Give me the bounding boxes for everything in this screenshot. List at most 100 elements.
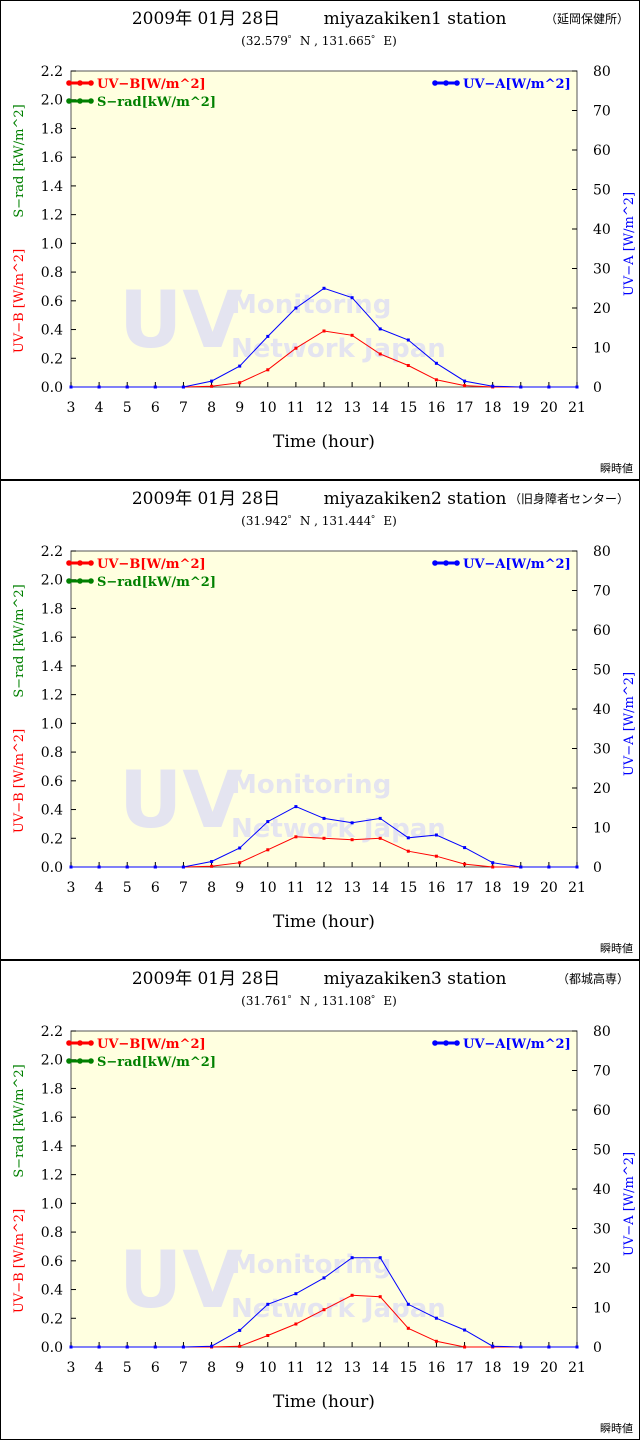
y-left-tick-label: 1.2: [41, 208, 63, 224]
legend-marker: [77, 98, 83, 104]
legend-marker: [77, 560, 83, 566]
legend-marker: [66, 1058, 72, 1064]
x-tick-label: 16: [428, 1360, 446, 1376]
data-point: [97, 865, 101, 869]
data-point: [350, 838, 354, 842]
x-tick-label: 21: [568, 400, 586, 416]
data-point: [575, 1345, 579, 1349]
x-tick-label: 3: [67, 880, 76, 896]
legend-marker: [77, 1058, 83, 1064]
y-right-tick-label: 30: [593, 742, 611, 758]
y-left-tick-label: 2.0: [41, 573, 63, 589]
y-right-label: UV−A [W/m^2]: [622, 672, 637, 776]
y-left-tick-label: 1.0: [41, 236, 63, 252]
legend-marker: [454, 80, 460, 86]
data-point: [491, 1344, 495, 1348]
data-point: [491, 865, 495, 869]
y-right-tick-label: 50: [593, 1143, 611, 1159]
data-point: [322, 836, 326, 840]
y-left-tick-label: 0.2: [41, 351, 63, 367]
chart-panel: 2009年 01月 28日 miyazakiken2 station （旧身障者セン…: [0, 480, 640, 960]
data-point: [322, 329, 326, 333]
legend-marker: [88, 80, 94, 86]
x-tick-label: 10: [259, 880, 277, 896]
y-right-tick-label: 70: [593, 584, 611, 600]
x-tick-label: 9: [235, 1360, 244, 1376]
data-point: [575, 865, 579, 869]
chart-coords: (31.942゜N , 131.444゜E): [241, 514, 397, 528]
data-point: [519, 385, 523, 389]
x-tick-label: 19: [512, 880, 530, 896]
watermark-line2: Network Japan: [231, 1294, 446, 1324]
y-right-tick-label: 20: [593, 1261, 611, 1277]
x-tick-label: 8: [207, 880, 216, 896]
y-left-label-srad: S−rad [kW/m^2]: [12, 584, 27, 697]
data-point: [406, 1302, 410, 1306]
y-right-tick-label: 70: [593, 104, 611, 120]
data-point: [406, 849, 410, 853]
data-point: [519, 1345, 523, 1349]
data-point: [434, 833, 438, 837]
x-tick-label: 9: [235, 880, 244, 896]
x-tick-label: 8: [207, 1360, 216, 1376]
chart-footer: 瞬時値: [600, 942, 633, 955]
legend-marker: [66, 578, 72, 584]
legend-marker: [66, 1040, 72, 1046]
data-point: [322, 1308, 326, 1312]
chart-date: 2009年 01月 28日: [132, 9, 280, 29]
data-point: [406, 1326, 410, 1330]
y-right-tick-label: 0: [593, 860, 602, 876]
data-point: [125, 385, 129, 389]
x-tick-label: 7: [179, 400, 188, 416]
data-point: [350, 296, 354, 300]
legend-label: UV−B[W/m^2]: [97, 557, 206, 572]
x-tick-label: 4: [95, 1360, 104, 1376]
x-tick-label: 12: [315, 1360, 333, 1376]
y-left-tick-label: 1.4: [41, 659, 63, 675]
x-tick-label: 12: [315, 880, 333, 896]
x-tick-label: 14: [371, 400, 389, 416]
data-point: [519, 865, 523, 869]
x-tick-label: 14: [371, 880, 389, 896]
x-tick-label: 4: [95, 400, 104, 416]
x-tick-label: 15: [399, 880, 417, 896]
watermark-line2: Network Japan: [231, 334, 446, 364]
x-tick-label: 8: [207, 400, 216, 416]
chart-site: （延岡保健所）: [545, 12, 629, 26]
y-left-tick-label: 1.2: [41, 688, 63, 704]
x-tick-label: 14: [371, 1360, 389, 1376]
data-point: [322, 816, 326, 820]
x-tick-label: 19: [512, 1360, 530, 1376]
data-point: [210, 379, 214, 383]
y-right-tick-label: 30: [593, 1222, 611, 1238]
y-left-tick-label: 0.2: [41, 1311, 63, 1327]
data-point: [434, 378, 438, 382]
data-point: [125, 865, 129, 869]
legend-marker: [88, 1040, 94, 1046]
plot-area: [70, 1030, 578, 1348]
legend-marker: [88, 98, 94, 104]
legend-label: UV−B[W/m^2]: [97, 1037, 206, 1052]
watermark-uv: UV: [119, 756, 243, 846]
x-tick-label: 11: [287, 400, 305, 416]
data-point: [491, 384, 495, 388]
y-left-label-uvb: UV−B [W/m^2]: [12, 249, 27, 353]
y-left-tick-label: 2.2: [41, 1024, 63, 1040]
plot-area: [70, 70, 578, 388]
y-right-tick-label: 10: [593, 341, 611, 357]
y-left-tick-label: 1.4: [41, 1139, 63, 1155]
y-left-tick-label: 1.6: [41, 150, 63, 166]
data-point: [463, 862, 467, 866]
chart-footer: 瞬時値: [600, 1422, 633, 1435]
y-right-tick-label: 20: [593, 301, 611, 317]
legend-marker: [66, 560, 72, 566]
data-point: [69, 865, 73, 869]
y-right-tick-label: 40: [593, 702, 611, 718]
data-point: [294, 1322, 298, 1326]
x-tick-label: 5: [123, 400, 132, 416]
y-right-tick-label: 60: [593, 623, 611, 639]
x-tick-label: 16: [428, 880, 446, 896]
y-left-tick-label: 1.6: [41, 1110, 63, 1126]
y-right-tick-label: 20: [593, 781, 611, 797]
data-point: [378, 1295, 382, 1299]
